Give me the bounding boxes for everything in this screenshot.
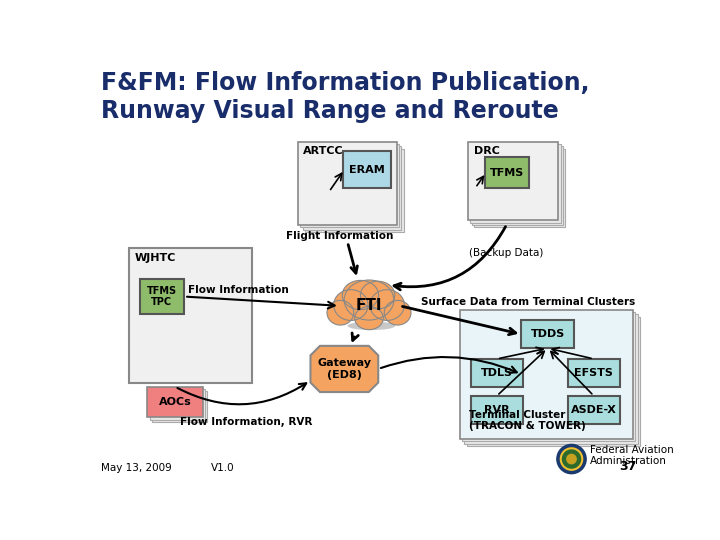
- Bar: [467, 142, 559, 220]
- Bar: [140, 279, 184, 314]
- Text: May 13, 2009: May 13, 2009: [101, 463, 172, 473]
- Bar: [462, 312, 636, 441]
- Text: ARTCC: ARTCC: [303, 146, 343, 157]
- Text: Terminal Cluster
(TRACON & TOWER): Terminal Cluster (TRACON & TOWER): [469, 410, 586, 431]
- Bar: [460, 309, 633, 439]
- Bar: [148, 387, 203, 417]
- Text: ERAM: ERAM: [348, 165, 384, 174]
- Ellipse shape: [370, 289, 405, 320]
- Bar: [298, 142, 397, 225]
- Bar: [474, 148, 565, 227]
- Text: RVR: RVR: [484, 405, 510, 415]
- Text: Federal Aviation: Federal Aviation: [590, 445, 674, 455]
- Circle shape: [557, 444, 586, 474]
- Bar: [129, 248, 252, 383]
- Text: 37: 37: [620, 460, 637, 473]
- Ellipse shape: [348, 322, 395, 330]
- Bar: [471, 396, 523, 423]
- Bar: [521, 320, 574, 348]
- Bar: [305, 148, 404, 232]
- Bar: [485, 157, 529, 188]
- Text: Flow Information: Flow Information: [188, 286, 289, 295]
- Bar: [303, 146, 401, 230]
- Ellipse shape: [344, 280, 394, 320]
- Text: TDLS: TDLS: [481, 368, 513, 378]
- Text: Administration: Administration: [590, 456, 667, 466]
- Text: DRC: DRC: [474, 146, 500, 157]
- Ellipse shape: [327, 300, 354, 325]
- Bar: [471, 359, 523, 387]
- Bar: [567, 396, 620, 423]
- Ellipse shape: [333, 289, 368, 320]
- Circle shape: [561, 448, 582, 470]
- Text: EFSTS: EFSTS: [575, 368, 613, 378]
- Polygon shape: [310, 346, 378, 392]
- Bar: [150, 389, 205, 420]
- Bar: [464, 314, 638, 444]
- Text: WJHTC: WJHTC: [135, 253, 176, 262]
- Text: AOCs: AOCs: [158, 397, 192, 407]
- Text: (Backup Data): (Backup Data): [469, 248, 544, 258]
- Bar: [343, 151, 390, 188]
- Text: ASDE-X: ASDE-X: [571, 405, 617, 415]
- Text: TFMS: TFMS: [490, 167, 524, 178]
- Ellipse shape: [355, 307, 383, 330]
- Text: FTI: FTI: [356, 298, 382, 313]
- Text: TDDS: TDDS: [531, 329, 564, 339]
- Bar: [467, 316, 640, 446]
- Text: Surface Data from Terminal Clusters: Surface Data from Terminal Clusters: [421, 297, 636, 307]
- Ellipse shape: [361, 281, 395, 309]
- Text: Flight Information: Flight Information: [286, 231, 393, 241]
- Text: Flow Information, RVR: Flow Information, RVR: [179, 417, 312, 428]
- Text: F&FM: Flow Information Publication,
Runway Visual Range and Reroute: F&FM: Flow Information Publication, Runw…: [101, 71, 590, 123]
- Bar: [472, 146, 563, 225]
- Bar: [300, 144, 399, 227]
- Text: Gateway
(ED8): Gateway (ED8): [318, 358, 372, 380]
- Bar: [470, 144, 561, 222]
- Text: TFMS
TPC: TFMS TPC: [147, 286, 177, 307]
- Bar: [152, 392, 207, 422]
- Bar: [567, 359, 620, 387]
- Ellipse shape: [342, 280, 379, 309]
- Ellipse shape: [384, 300, 411, 325]
- Circle shape: [566, 454, 577, 464]
- Text: V1.0: V1.0: [211, 463, 235, 473]
